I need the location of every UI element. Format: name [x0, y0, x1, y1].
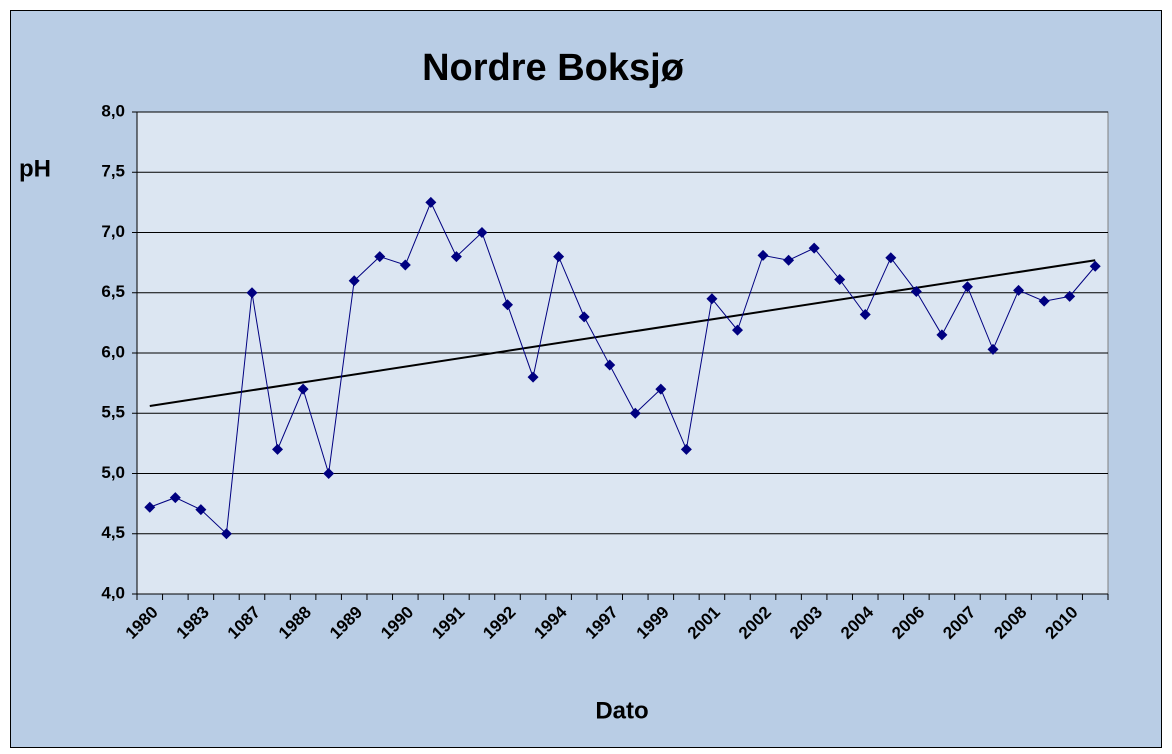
data-point — [297, 383, 309, 395]
series-line — [149, 201, 1096, 535]
y-tick-label: 4,5 — [101, 523, 125, 542]
data-point — [783, 254, 795, 266]
data-point — [604, 359, 616, 371]
data-point — [1013, 284, 1025, 296]
data-point — [144, 501, 156, 513]
y-tick-label: 8,0 — [101, 101, 125, 120]
data-point — [910, 286, 922, 298]
y-tick-label: 5,0 — [101, 463, 125, 482]
y-tick-label: 7,0 — [101, 222, 125, 241]
data-point — [425, 196, 437, 208]
y-axis-label: pH — [19, 155, 51, 182]
data-point — [578, 311, 590, 323]
data-point — [502, 299, 514, 311]
data-point — [859, 308, 871, 320]
data-point — [323, 468, 335, 479]
data-point — [195, 504, 207, 516]
y-tick-label: 7,5 — [101, 162, 125, 181]
data-point — [655, 383, 667, 395]
data-point — [1038, 295, 1050, 307]
data-point — [706, 293, 718, 305]
data-point — [246, 287, 258, 299]
data-point — [220, 528, 232, 540]
data-point — [527, 371, 539, 383]
y-tick-label: 4,0 — [101, 583, 125, 602]
data-point — [987, 343, 999, 355]
data-point — [553, 251, 565, 263]
data-point — [1089, 260, 1101, 272]
data-point — [629, 407, 641, 419]
data-point — [680, 443, 692, 455]
y-tick-label: 5,5 — [101, 403, 125, 422]
data-point — [936, 329, 948, 341]
data-point — [169, 492, 181, 504]
data-point — [808, 242, 820, 254]
data-point — [272, 443, 284, 455]
data-point — [348, 275, 360, 287]
y-tick-label: 6,5 — [101, 282, 125, 301]
y-tick-label: 6,0 — [101, 342, 125, 361]
trendline — [149, 259, 1096, 408]
data-point — [399, 259, 411, 271]
data-point — [450, 251, 462, 263]
data-point — [731, 324, 743, 336]
data-point — [961, 281, 973, 293]
data-point — [834, 273, 846, 285]
data-point — [476, 227, 488, 238]
data-point — [374, 251, 386, 263]
x-axis-label: Dato — [595, 697, 648, 724]
chart-title: Nordre Boksjø — [422, 47, 685, 89]
data-point — [885, 252, 897, 264]
data-point — [1064, 290, 1076, 302]
data-point — [757, 249, 769, 261]
